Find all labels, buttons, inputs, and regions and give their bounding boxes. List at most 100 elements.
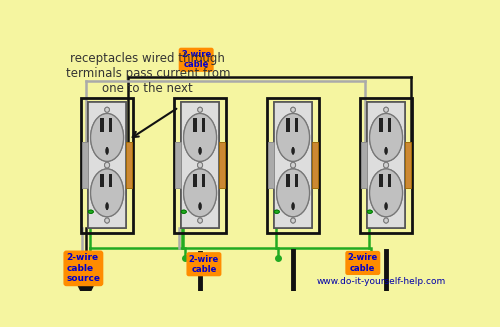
Bar [202, 118, 205, 132]
Ellipse shape [370, 113, 402, 161]
Bar [193, 118, 196, 132]
Bar [268, 143, 274, 188]
Ellipse shape [198, 107, 202, 112]
Bar [82, 143, 88, 188]
Bar [218, 143, 225, 188]
Ellipse shape [384, 107, 388, 112]
Bar [88, 102, 126, 228]
Ellipse shape [276, 113, 310, 161]
Bar [126, 143, 132, 188]
Bar [193, 174, 196, 187]
Bar [100, 118, 103, 132]
Polygon shape [192, 299, 208, 316]
Bar [266, 98, 320, 232]
Ellipse shape [292, 147, 294, 155]
Ellipse shape [198, 162, 202, 168]
Ellipse shape [104, 107, 110, 112]
Ellipse shape [198, 218, 202, 223]
Bar [274, 102, 312, 228]
Ellipse shape [90, 169, 124, 217]
Ellipse shape [290, 218, 296, 223]
Bar [388, 118, 391, 132]
Ellipse shape [384, 218, 388, 223]
Bar [268, 143, 274, 188]
Bar [110, 174, 112, 187]
Ellipse shape [384, 162, 388, 168]
Text: 2-wire
cable: 2-wire cable [181, 50, 212, 69]
Bar [202, 118, 205, 132]
Bar [404, 143, 411, 188]
Bar [180, 102, 220, 228]
Bar [366, 102, 406, 228]
Bar [286, 118, 290, 132]
Ellipse shape [384, 202, 388, 210]
Ellipse shape [198, 147, 202, 155]
Ellipse shape [370, 113, 402, 161]
Ellipse shape [368, 210, 372, 213]
Bar [176, 143, 182, 188]
Ellipse shape [184, 113, 216, 161]
Bar [100, 118, 103, 132]
Bar [296, 118, 298, 132]
Text: www.do-it-yourself-help.com: www.do-it-yourself-help.com [317, 277, 446, 286]
Bar [202, 174, 205, 187]
Ellipse shape [184, 113, 216, 161]
Polygon shape [77, 284, 94, 301]
Ellipse shape [290, 162, 296, 168]
Bar [296, 174, 298, 187]
Bar [286, 118, 290, 132]
Bar [88, 102, 126, 228]
Ellipse shape [104, 218, 110, 223]
Bar [110, 174, 112, 187]
Bar [362, 143, 368, 188]
Ellipse shape [290, 107, 296, 112]
Bar [176, 143, 182, 188]
Bar [193, 174, 196, 187]
Bar [193, 118, 196, 132]
Ellipse shape [198, 202, 202, 210]
Bar [379, 118, 382, 132]
Ellipse shape [370, 169, 402, 217]
Bar [218, 143, 225, 188]
Bar [388, 174, 391, 187]
Bar [360, 98, 412, 232]
Ellipse shape [90, 113, 124, 161]
Bar [82, 143, 88, 188]
Bar [110, 118, 112, 132]
Ellipse shape [90, 113, 124, 161]
Bar [296, 118, 298, 132]
Ellipse shape [384, 162, 388, 168]
Ellipse shape [384, 107, 388, 112]
Ellipse shape [368, 210, 372, 213]
Bar [379, 174, 382, 187]
Bar [296, 174, 298, 187]
Bar [362, 143, 368, 188]
Bar [126, 143, 132, 188]
Text: receptacles wired through
terminals pass current from
one to the next: receptacles wired through terminals pass… [66, 52, 230, 95]
Ellipse shape [290, 107, 296, 112]
Ellipse shape [104, 162, 110, 168]
Bar [80, 98, 134, 232]
Ellipse shape [198, 218, 202, 223]
Polygon shape [378, 299, 394, 316]
Text: 2-wire
cable: 2-wire cable [189, 254, 219, 274]
Bar [202, 174, 205, 187]
Bar [388, 174, 391, 187]
Bar [312, 143, 318, 188]
Ellipse shape [182, 210, 186, 213]
Ellipse shape [198, 147, 202, 155]
Ellipse shape [184, 169, 216, 217]
Ellipse shape [274, 210, 280, 213]
Bar [286, 174, 290, 187]
Bar [312, 143, 318, 188]
Ellipse shape [292, 202, 294, 210]
Ellipse shape [292, 202, 294, 210]
Ellipse shape [290, 218, 296, 223]
Ellipse shape [384, 218, 388, 223]
Ellipse shape [276, 169, 310, 217]
Bar [379, 174, 382, 187]
Ellipse shape [182, 210, 186, 213]
Bar [100, 174, 103, 187]
Ellipse shape [292, 147, 294, 155]
Ellipse shape [106, 202, 108, 210]
